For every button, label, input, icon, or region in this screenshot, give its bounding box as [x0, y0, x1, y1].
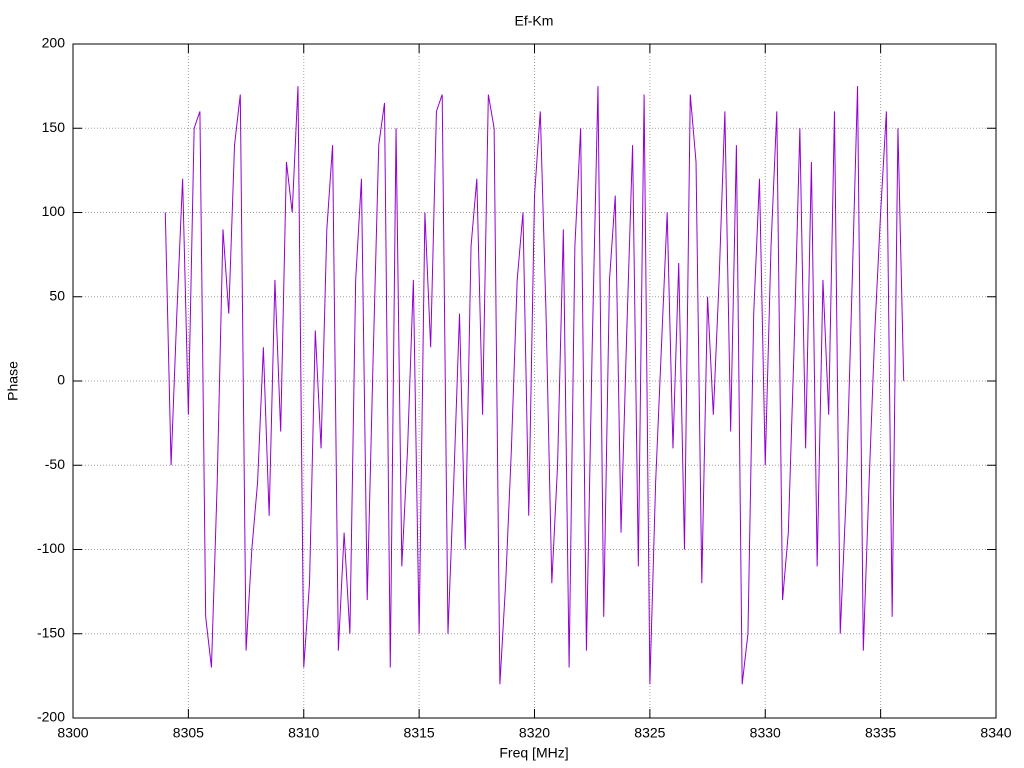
plot-frame: [72, 43, 997, 719]
x-tick-label: 8300: [57, 725, 88, 741]
y-tick-label: -200: [37, 709, 65, 725]
x-tick-label: 8320: [519, 725, 550, 741]
x-tick-label: 8340: [980, 725, 1011, 741]
y-tick-label: 150: [42, 119, 66, 135]
x-tick-label: 8315: [404, 725, 435, 741]
y-tick-label: 50: [49, 287, 65, 303]
y-tick-label: 200: [42, 35, 66, 51]
y-axis-label: Phase: [5, 361, 21, 401]
x-tick-label: 8305: [173, 725, 204, 741]
y-tick-label: -150: [37, 624, 65, 640]
y-tick-label: 0: [57, 372, 65, 388]
y-tick-label: -100: [37, 540, 65, 556]
x-tick-label: 8335: [865, 725, 896, 741]
x-tick-label: 8330: [750, 725, 781, 741]
y-tick-label: 100: [42, 203, 66, 219]
data-line: [164, 86, 905, 685]
x-axis-label: Freq [MHz]: [499, 745, 568, 761]
x-tick-label: 8310: [288, 725, 319, 741]
chart-title: Ef-Km: [515, 13, 554, 29]
y-tick-label: -50: [45, 456, 65, 472]
x-tick-label: 8325: [634, 725, 665, 741]
